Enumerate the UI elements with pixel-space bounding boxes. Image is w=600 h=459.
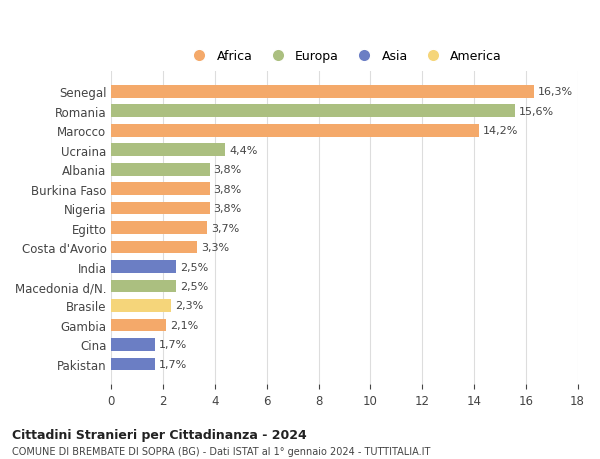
Text: 4,4%: 4,4%	[229, 146, 257, 156]
Bar	[112, 86, 533, 99]
Text: 14,2%: 14,2%	[483, 126, 518, 136]
Text: 2,5%: 2,5%	[180, 262, 208, 272]
Bar	[112, 202, 210, 215]
Bar	[112, 261, 176, 273]
Text: 3,7%: 3,7%	[211, 223, 239, 233]
Bar	[112, 280, 176, 293]
Text: 3,3%: 3,3%	[201, 242, 229, 252]
Bar	[112, 338, 155, 351]
Bar	[112, 105, 515, 118]
Text: 1,7%: 1,7%	[159, 359, 188, 369]
Text: 3,8%: 3,8%	[214, 185, 242, 194]
Bar	[112, 300, 171, 312]
Bar	[112, 144, 226, 157]
Bar	[112, 241, 197, 254]
Bar	[112, 125, 479, 137]
Text: 3,8%: 3,8%	[214, 204, 242, 214]
Text: Cittadini Stranieri per Cittadinanza - 2024: Cittadini Stranieri per Cittadinanza - 2…	[12, 428, 307, 442]
Text: COMUNE DI BREMBATE DI SOPRA (BG) - Dati ISTAT al 1° gennaio 2024 - TUTTITALIA.IT: COMUNE DI BREMBATE DI SOPRA (BG) - Dati …	[12, 447, 430, 456]
Bar	[112, 319, 166, 331]
Text: 15,6%: 15,6%	[519, 106, 554, 117]
Bar	[112, 222, 207, 235]
Text: 2,1%: 2,1%	[170, 320, 198, 330]
Text: 2,5%: 2,5%	[180, 281, 208, 291]
Text: 16,3%: 16,3%	[538, 87, 572, 97]
Text: 1,7%: 1,7%	[159, 340, 188, 350]
Legend: Africa, Europa, Asia, America: Africa, Europa, Asia, America	[183, 46, 506, 67]
Bar	[112, 358, 155, 370]
Text: 2,3%: 2,3%	[175, 301, 203, 311]
Bar	[112, 163, 210, 176]
Text: 3,8%: 3,8%	[214, 165, 242, 175]
Bar	[112, 183, 210, 196]
